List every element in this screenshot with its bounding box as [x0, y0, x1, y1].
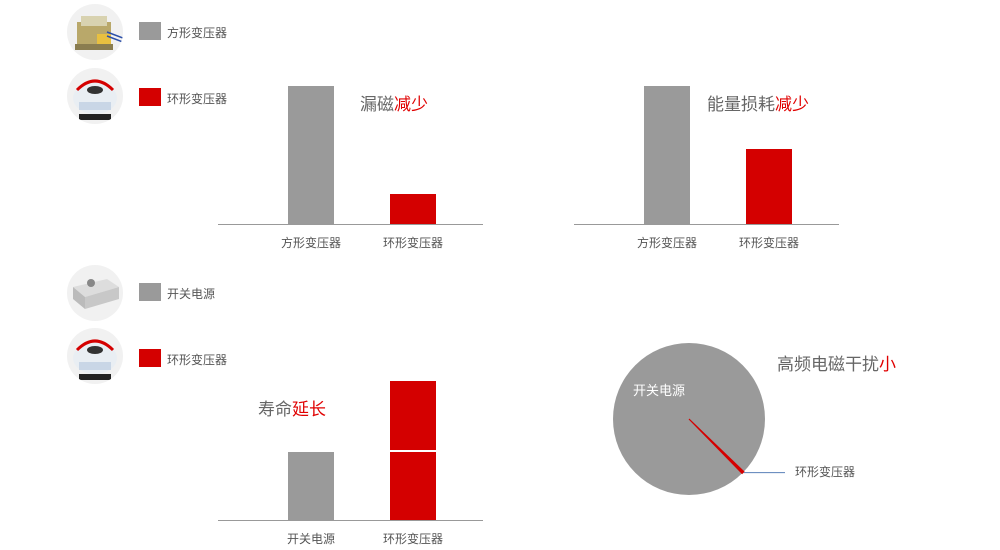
x-tick-label: 方形变压器	[280, 236, 341, 250]
title-text: 漏磁	[360, 95, 394, 114]
legend-label: 开关电源	[167, 287, 216, 301]
switching-power-supply-photo	[67, 265, 123, 321]
pie-slice-toroidal-transformer	[688, 418, 745, 475]
toroidal-transformer-photo	[67, 328, 123, 384]
legend-label: 方形变压器	[167, 26, 228, 40]
x-axis	[218, 520, 483, 521]
title-text: 寿命	[258, 400, 292, 419]
legend-swatch-gray	[139, 283, 161, 301]
bar-stack-divider	[390, 449, 436, 452]
title-highlight: 减少	[775, 95, 809, 114]
bar-toroidal-transformer	[746, 149, 792, 224]
bar-toroidal-transformer	[390, 193, 436, 224]
pie-label-switching-power-supply: 开关电源	[633, 383, 686, 398]
x-axis	[218, 224, 483, 225]
chart-title: 寿命延长	[258, 395, 326, 420]
chart-title: 漏磁减少	[360, 90, 428, 115]
title-highlight: 减少	[394, 95, 428, 114]
title-text: 能量损耗	[707, 95, 775, 114]
title-highlight: 延长	[292, 400, 326, 419]
legend-label: 环形变压器	[167, 353, 228, 367]
x-axis	[574, 224, 839, 225]
legend-swatch-red	[139, 88, 161, 106]
title-text: 高频电磁干扰	[777, 355, 879, 374]
x-tick-label: 方形变压器	[636, 236, 697, 250]
legend-label: 环形变压器	[167, 92, 228, 106]
chart-title: 高频电磁干扰小	[777, 350, 896, 375]
toroidal-transformer-photo	[67, 68, 123, 124]
bar-square-transformer	[644, 86, 690, 224]
square-transformer-photo	[67, 4, 123, 60]
title-highlight: 小	[879, 355, 896, 374]
x-tick-label: 环形变压器	[382, 236, 443, 250]
bar-square-transformer	[288, 86, 334, 224]
legend-swatch-red	[139, 349, 161, 367]
bar-switching-power-supply	[288, 451, 334, 520]
pie-chart	[613, 343, 785, 495]
legend-swatch-gray	[139, 22, 161, 40]
x-tick-label: 环形变压器	[382, 532, 443, 546]
x-tick-label: 环形变压器	[738, 236, 799, 250]
chart-title: 能量损耗减少	[707, 90, 809, 115]
pie-label-toroidal-transformer: 环形变压器	[795, 465, 856, 479]
x-tick-label: 开关电源	[286, 532, 335, 546]
